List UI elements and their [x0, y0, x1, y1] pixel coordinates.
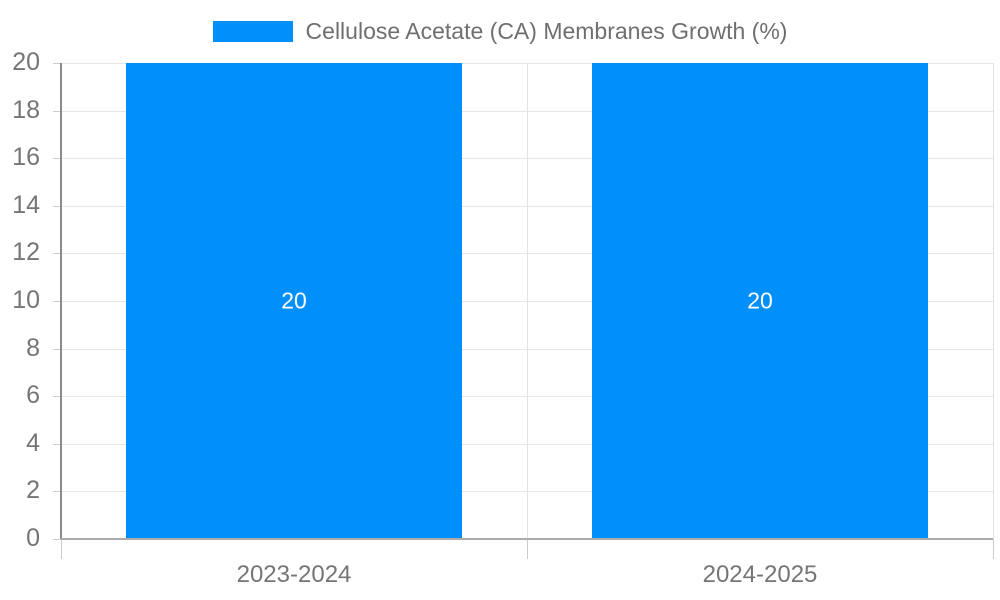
y-axis-tick-label: 20: [12, 47, 40, 76]
y-axis-tick: [53, 301, 61, 302]
y-axis-tick-label: 14: [12, 190, 40, 219]
legend-item[interactable]: Cellulose Acetate (CA) Membranes Growth …: [212, 18, 788, 45]
y-axis-tick-label: 8: [26, 333, 40, 362]
y-axis-tick-label: 2: [26, 476, 40, 505]
y-axis-tick-label: 18: [12, 95, 40, 124]
bar[interactable]: [126, 63, 462, 539]
legend-label: Cellulose Acetate (CA) Membranes Growth …: [305, 18, 788, 44]
x-axis-tick: [993, 539, 994, 559]
category-boundary-line: [527, 63, 528, 539]
y-axis-tick: [53, 205, 61, 207]
y-axis-tick-label: 10: [12, 285, 40, 314]
y-axis-line: [60, 63, 62, 539]
bar-value-label: 20: [281, 287, 307, 314]
y-axis-tick: [53, 110, 61, 112]
x-axis-category-label: 2024-2025: [702, 561, 818, 588]
x-axis-tick: [61, 539, 62, 559]
y-axis-tick: [53, 539, 61, 540]
y-axis-tick-label: 6: [26, 381, 40, 410]
y-axis-tick-label: 16: [12, 143, 40, 172]
y-axis-tick: [53, 443, 61, 445]
x-axis-category-label: 2023-2024: [236, 561, 352, 588]
legend-swatch-icon: [212, 21, 293, 42]
category-boundary-line: [993, 63, 994, 539]
bar-value-label: 20: [747, 287, 773, 314]
y-axis-tick: [53, 63, 61, 64]
plot-area: 0 2 4 6 8 10 12 14 16 18 20 20 2023-2024 20 2024-2025: [12, 48, 994, 588]
y-axis-tick: [53, 253, 61, 255]
y-axis-tick-label: 0: [26, 523, 40, 552]
y-axis-tick: [53, 158, 61, 160]
chart-legend: Cellulose Acetate (CA) Membranes Growth …: [0, 18, 1000, 45]
y-axis-tick-label: 4: [26, 428, 40, 457]
y-axis-tick-label: 12: [12, 238, 40, 267]
x-axis-line: [61, 538, 993, 540]
x-axis-tick: [527, 539, 528, 559]
bar[interactable]: [592, 63, 928, 539]
y-axis-tick: [53, 396, 61, 398]
y-axis-tick: [53, 491, 61, 493]
y-axis-tick: [53, 348, 61, 350]
